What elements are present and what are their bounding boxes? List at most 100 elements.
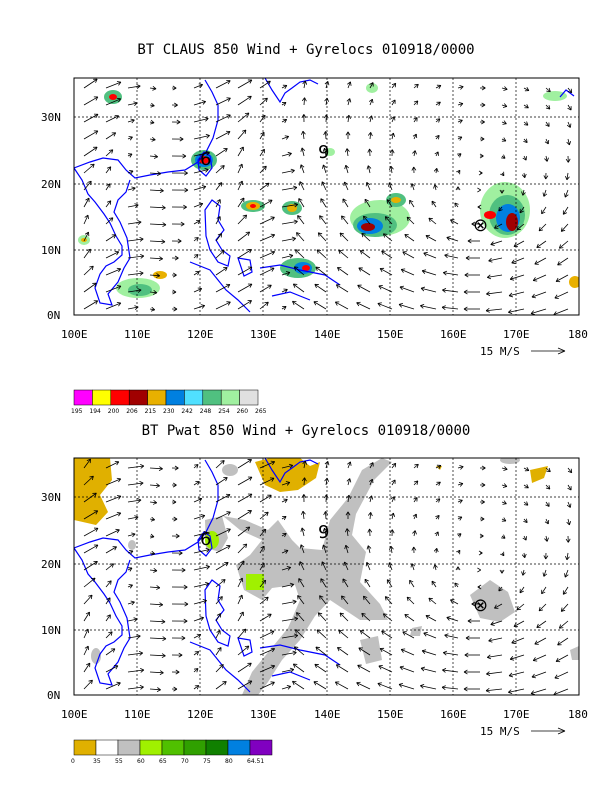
wind-arrow	[237, 645, 250, 656]
wind-arrowhead	[534, 640, 539, 645]
wind-arrowhead	[178, 550, 183, 556]
wind-arrowhead	[398, 683, 404, 688]
wind-arrowhead	[226, 97, 231, 102]
wind-arrow	[149, 518, 155, 521]
wind-arrow	[359, 630, 371, 639]
wind-arrowhead	[93, 527, 99, 532]
wind-arrowhead	[478, 170, 483, 176]
wind-arrowhead	[270, 267, 275, 272]
wind-arrow	[281, 635, 298, 639]
wind-arrow	[215, 250, 225, 259]
wind-arrowhead	[566, 140, 572, 146]
wind-arrowhead	[162, 636, 167, 642]
wind-arrowhead	[302, 80, 308, 85]
wind-arrowhead	[134, 305, 139, 310]
wind-arrowhead	[263, 97, 268, 103]
wind-arrowhead	[508, 689, 513, 695]
wind-arrow	[127, 204, 139, 208]
wind-arrow	[435, 498, 441, 503]
wind-arrow	[237, 95, 252, 106]
wind-arrow	[127, 652, 143, 656]
colorbar-label: 248	[200, 408, 212, 415]
wind-arrowhead	[155, 273, 160, 278]
wind-arrow	[519, 206, 525, 214]
wind-arrow	[566, 552, 569, 560]
x-tick-label: 130E	[250, 328, 277, 341]
wind-arrowhead	[501, 137, 507, 142]
wind-arrow	[105, 81, 122, 89]
wind-arrowhead	[320, 578, 325, 583]
wind-arrow	[361, 612, 371, 622]
wind-arrowhead	[201, 185, 207, 190]
wind-arrow	[523, 138, 528, 143]
wind-arrow	[127, 187, 136, 191]
colorbar-label: 242	[181, 408, 193, 415]
x-tick-label: 140E	[314, 708, 341, 721]
wind-arrowhead	[521, 173, 527, 178]
wind-arrowhead	[205, 150, 210, 156]
wind-arrow	[337, 267, 349, 276]
wind-arrow	[490, 620, 503, 625]
wind-arrow	[215, 511, 231, 520]
wind-arrow	[383, 613, 393, 622]
wind-arrowhead	[317, 232, 323, 237]
wind-arrow	[369, 98, 373, 106]
wind-arrowhead	[414, 463, 419, 469]
wind-arrow	[105, 200, 112, 208]
wind-arrowhead	[344, 544, 349, 550]
wind-arrowhead	[301, 97, 307, 102]
wind-arrow	[105, 166, 112, 174]
wind-arrow	[127, 533, 136, 537]
wind-arrowhead	[90, 163, 95, 169]
wind-arrowhead	[150, 102, 155, 108]
wind-arrowhead	[150, 533, 155, 539]
wind-arrow	[297, 215, 305, 225]
wind-arrow	[237, 543, 248, 554]
wind-arrow	[401, 649, 415, 656]
wind-arrowhead	[498, 207, 503, 212]
wind-arrowhead	[297, 595, 302, 600]
wind-arrowhead	[267, 284, 272, 289]
wind-arrow	[498, 206, 503, 212]
wind-arrowhead	[557, 641, 562, 646]
wind-arrowhead	[463, 669, 468, 675]
wind-arrow	[379, 268, 393, 276]
wind-arrowhead	[195, 481, 200, 486]
wind-arrow	[127, 550, 134, 554]
wind-arrow	[384, 596, 393, 605]
wind-arrow	[193, 583, 210, 588]
wind-arrowhead	[486, 671, 491, 677]
storm-marker: 9	[318, 522, 329, 543]
wind-arrowhead	[204, 581, 210, 587]
wind-arrow	[325, 511, 327, 520]
wind-arrowhead	[291, 236, 296, 242]
wind-arrow	[193, 498, 202, 503]
wind-arrow	[149, 484, 160, 487]
wind-arrow	[237, 163, 243, 174]
wind-arrowhead	[499, 189, 505, 194]
wind-arrowhead	[130, 118, 135, 124]
colorbar-label: 70	[181, 758, 189, 765]
wind-arrow	[538, 223, 547, 232]
wind-arrow	[413, 530, 416, 537]
wind-arrow	[391, 132, 394, 140]
wind-arrow	[149, 155, 158, 158]
wind-arrow	[149, 172, 161, 175]
wind-arrowhead	[519, 208, 524, 214]
x-tick-label: 140E	[314, 328, 341, 341]
wind-arrow	[356, 302, 371, 310]
wind-arrowhead	[183, 584, 188, 590]
wind-arrow	[281, 272, 291, 276]
wind-arrow	[281, 136, 289, 140]
wind-arrow	[357, 664, 371, 673]
colorbar-swatch	[165, 389, 185, 406]
wind-arrow	[434, 564, 437, 571]
wind-arrowhead	[156, 687, 161, 692]
wind-arrowhead	[116, 681, 121, 687]
wind-arrow	[422, 270, 437, 276]
wind-arrowhead	[490, 621, 495, 626]
x-tick-label: 130E	[250, 708, 277, 721]
wind-arrow	[127, 221, 142, 225]
panel1-y-axis: 0N 10N 20N 30N	[41, 111, 61, 322]
wind-arrowhead	[244, 112, 250, 117]
